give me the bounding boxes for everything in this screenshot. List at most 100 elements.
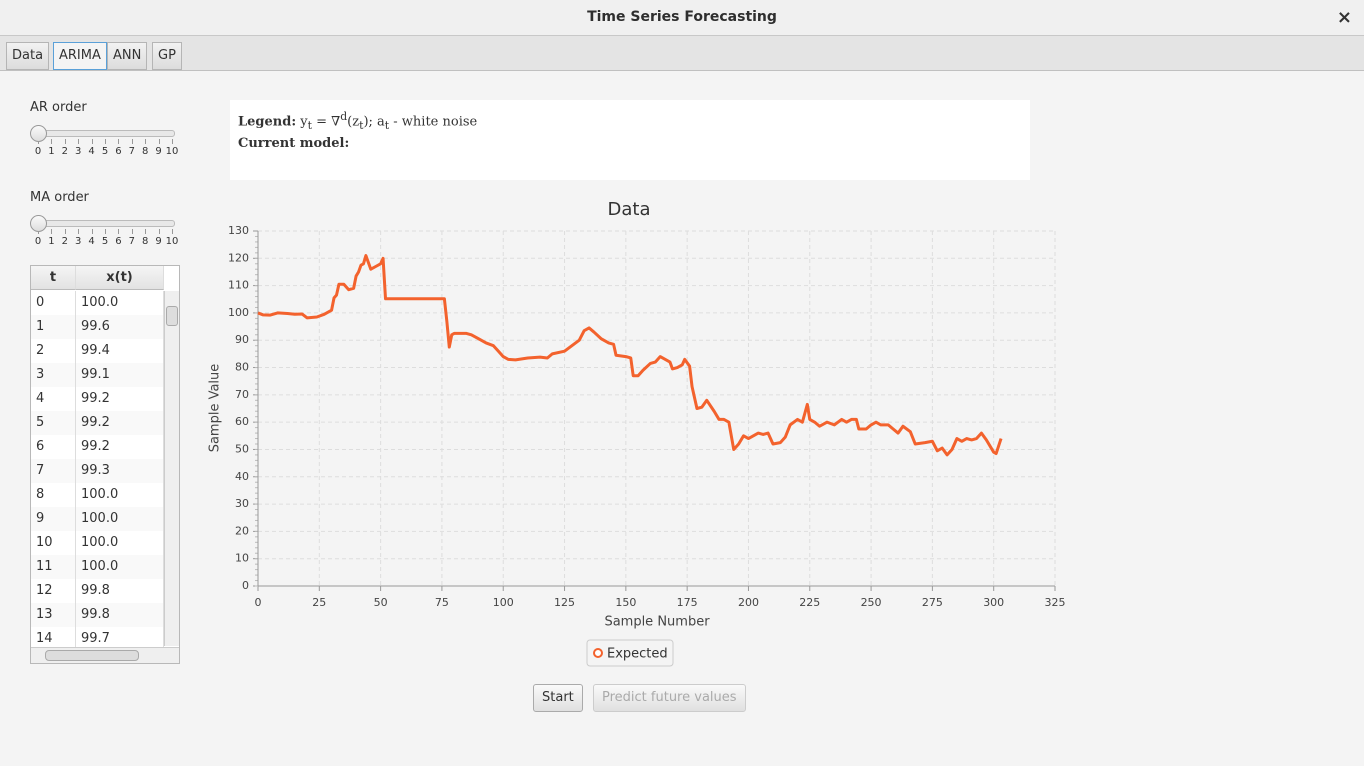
table-cell[interactable]: 11 [31,555,76,579]
close-button[interactable]: × [1336,7,1352,28]
table-cell[interactable]: 0 [31,291,76,315]
table-cell[interactable]: 100.0 [76,483,164,507]
slider-tick [91,229,93,234]
table-cell[interactable]: 7 [31,459,76,483]
y-tick-label: 120 [228,251,249,264]
x-tick-label: 50 [374,596,388,609]
tab[interactable]: ANN [107,42,148,70]
table-cell[interactable]: 99.4 [76,339,164,363]
slider-tick-label: 3 [75,236,82,247]
x-tick-label: 125 [554,596,575,609]
table-cell[interactable]: 2 [31,339,76,363]
table-cell[interactable]: 9 [31,507,76,531]
y-tick-label: 40 [235,470,249,483]
slider-tick-label: 9 [155,236,162,247]
legend-text: - white noise [389,114,478,130]
slider-thumb[interactable] [30,125,47,142]
slider-tick [78,229,80,234]
table-cell[interactable]: 99.8 [76,603,164,627]
slider-tick-label: 6 [115,236,122,247]
table-cell[interactable]: 99.2 [76,387,164,411]
y-tick-label: 100 [228,306,249,319]
slider-tick [131,229,133,234]
table-cell[interactable]: 13 [31,603,76,627]
tab[interactable]: ARIMA [53,42,107,70]
table-header: t [31,266,76,290]
tab-bar: Data ARIMA ANN GP [0,36,1364,71]
table-cell[interactable]: 99.2 [76,435,164,459]
table-cell[interactable]: 5 [31,411,76,435]
table-cell[interactable]: 100.0 [76,291,164,315]
slider-tick-label: 7 [128,236,135,247]
slider-tick-label: 0 [34,236,42,247]
slider-tick-label: 5 [101,236,109,247]
legend-text: = ∇ [311,114,341,130]
table-cell[interactable]: 99.3 [76,459,164,483]
button[interactable]: Start [533,684,583,712]
slider-tick-label: 8 [142,146,149,157]
slider-tick [91,139,93,144]
y-tick-label: 30 [235,497,249,510]
legend-text: t [307,118,312,132]
table-cell[interactable]: 99.1 [76,363,164,387]
slider-track [37,130,175,137]
y-tick-label: 0 [242,579,249,592]
table-cell[interactable]: 6 [31,435,76,459]
slider-tick-label: 2 [61,146,68,157]
slider-tick [51,229,53,234]
y-tick-label: 110 [228,279,249,292]
slider-tick [64,139,66,144]
slider-tick [51,139,53,144]
x-tick-label: 200 [738,596,759,609]
y-tick-label: 130 [228,224,249,237]
slider-tick-label: 5 [101,146,109,157]
table-cell[interactable]: 99.6 [76,315,164,339]
y-tick-label: 20 [235,524,249,537]
chart-title: Data [608,199,651,220]
slider-tick-label: 9 [155,146,162,157]
y-tick-label: 90 [235,333,249,346]
legend-text: t [384,118,390,132]
y-tick-label: 10 [235,552,249,565]
table-cell[interactable]: 100.0 [76,507,164,531]
slider-tick-label: 8 [142,236,149,247]
table-cell[interactable]: 100.0 [76,555,164,579]
table-cell[interactable]: 99.8 [76,579,164,603]
table-cell[interactable]: 8 [31,483,76,507]
slider-tick [145,229,147,234]
table-cell[interactable]: 10 [31,531,76,555]
x-tick-label: 325 [1045,596,1066,609]
slider-tick [105,139,106,144]
slider-tick [172,139,173,144]
scroll-thumb[interactable] [45,650,139,661]
table-cell[interactable]: 3 [31,363,76,387]
scroll-thumb[interactable] [166,306,178,326]
legend-text: ); a [363,114,385,130]
table-cell[interactable]: 12 [31,579,76,603]
x-tick-label: 0 [255,596,262,609]
legend-symbol [593,648,603,658]
legend-text: t [359,118,364,132]
table-cell[interactable]: 1 [31,315,76,339]
slider-thumb[interactable] [30,215,47,232]
slider-tick-label: 1 [48,146,55,157]
table-cell[interactable]: 4 [31,387,76,411]
x-tick-label: 275 [922,596,943,609]
slider-tick-label: 2 [61,236,68,247]
plot-area [258,231,1055,586]
slider-tick [118,229,120,234]
tab[interactable]: GP [152,42,182,70]
y-tick-label: 60 [235,415,249,428]
slider-tick [172,229,173,234]
slider-tick-label: 4 [88,146,95,157]
x-tick-label: 225 [799,596,820,609]
table-cell[interactable]: 100.0 [76,531,164,555]
x-axis-label: Sample Number [604,615,710,630]
table-cell[interactable]: 99.2 [76,411,164,435]
tab[interactable]: Data [6,42,50,70]
v-scrollbar[interactable] [164,291,179,646]
y-tick-label: 80 [235,361,249,374]
data-table: t x(t) 0 100.0 1 99.6 2 99.4 3 99.1 4 99.2 5 99.2 6 99.… [30,265,180,664]
slider-track [37,220,175,227]
